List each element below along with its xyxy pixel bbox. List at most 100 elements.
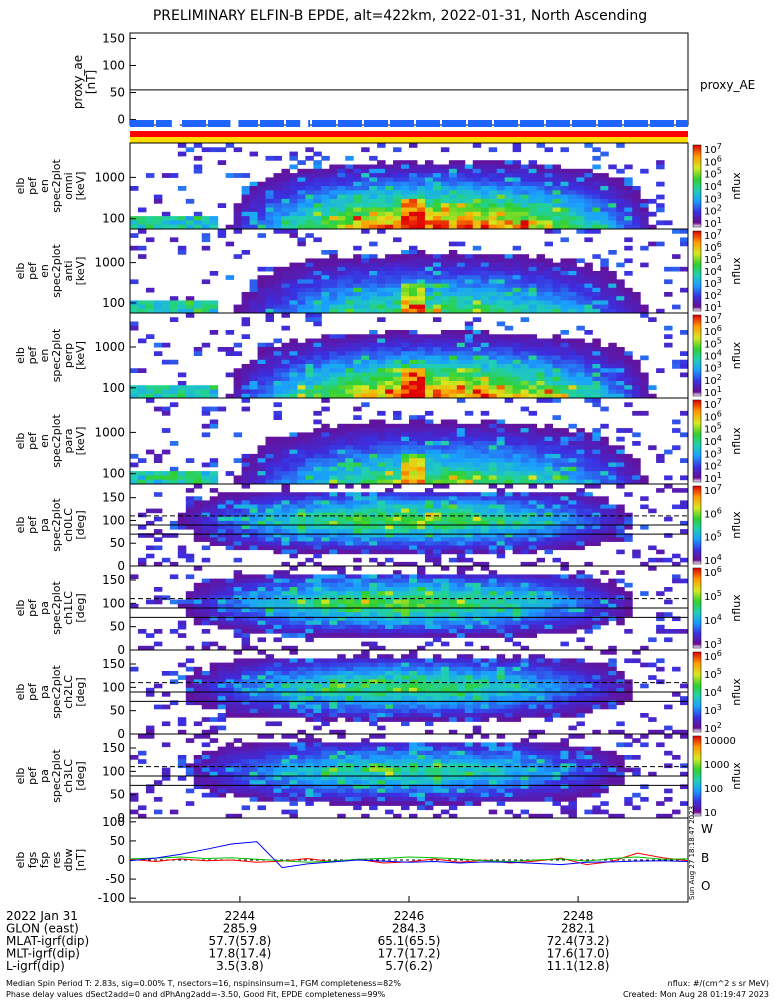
spectrogram-cell	[440, 266, 450, 272]
spectrogram-cell	[337, 216, 346, 221]
spectrogram-cell	[153, 198, 163, 204]
spectrogram-cell	[289, 541, 298, 546]
colorbar-tick-label: 102	[704, 459, 722, 473]
spectrogram-cell	[592, 355, 601, 361]
spectrogram-cell	[544, 342, 553, 348]
spectrogram-cell	[249, 458, 259, 463]
spectrogram-cell	[361, 385, 370, 390]
spectrogram-cell	[369, 545, 378, 551]
spectrogram-cell	[480, 428, 490, 433]
spectrogram-cell	[233, 612, 243, 617]
spectrogram-cell	[273, 279, 282, 285]
spectrogram-cell	[321, 173, 330, 178]
spectrogram-cell	[488, 537, 498, 542]
spectrogram-cell	[464, 368, 474, 373]
spectrogram-cell	[448, 211, 458, 217]
spectrogram-cell	[313, 608, 322, 613]
spectrogram-cell	[544, 381, 553, 386]
spectrogram-cell	[504, 266, 514, 272]
spectrogram-cell	[448, 330, 458, 335]
spectrogram-cell	[472, 462, 482, 468]
spectrogram-cell	[600, 385, 609, 390]
spectrogram-cell	[560, 266, 569, 272]
spectrogram-cell	[361, 258, 370, 264]
spectrogram-cell	[313, 504, 322, 510]
colorbar-tick-base: 10	[704, 170, 717, 181]
spectrogram-cell	[600, 173, 609, 178]
spectrogram-cell	[273, 520, 282, 526]
spectrogram-cell	[552, 262, 561, 268]
spectrogram-cell	[456, 364, 466, 369]
spectrogram-cell	[321, 603, 330, 609]
spectrogram-cell	[337, 177, 346, 183]
spectrogram-cell	[401, 355, 410, 361]
spectrogram-cell	[401, 334, 410, 339]
spectrogram-cell	[440, 164, 450, 170]
spectrogram-cell	[496, 479, 506, 485]
spectrogram-cell	[424, 308, 434, 314]
spectrogram-cell	[616, 279, 625, 285]
spectrogram-cell	[480, 372, 490, 378]
spectrogram-cell	[440, 453, 450, 459]
spectrogram-cell	[409, 342, 418, 348]
spectrogram-cell	[576, 381, 585, 386]
spectrogram-cell	[385, 475, 394, 481]
spectrogram-cell	[648, 241, 657, 247]
spectrogram-cell	[145, 237, 155, 243]
spectrogram-cell	[512, 258, 522, 264]
spectrogram-cell	[233, 393, 243, 399]
spectrogram-cell	[472, 561, 482, 567]
spectrogram-cell	[560, 595, 569, 601]
spectrogram-cell	[528, 275, 538, 280]
spectrogram-cell	[177, 381, 187, 386]
spectrogram-cell	[608, 181, 617, 187]
spectrogram-cell	[249, 629, 259, 634]
spectrogram-cell	[337, 368, 346, 373]
spectrogram-cell	[185, 308, 195, 314]
spectrogram-cell	[624, 271, 633, 276]
spectrogram-cell	[377, 173, 386, 178]
spectrogram-cell	[161, 300, 171, 306]
spectrogram-cell	[353, 164, 362, 170]
spectrogram-cell	[416, 445, 426, 451]
spectrogram-cell	[416, 466, 426, 472]
spectrogram-cell	[576, 393, 585, 399]
spectrogram-cell	[329, 591, 338, 596]
spectrogram-cell	[496, 574, 506, 580]
spectrogram-cell	[456, 533, 466, 538]
spectrogram-cell	[153, 561, 163, 567]
spectrogram-cell	[424, 419, 434, 425]
spectrogram-cell	[456, 553, 466, 559]
spectrogram-cell	[337, 287, 346, 293]
spectrogram-cell	[353, 633, 362, 638]
spectrogram-cell	[456, 308, 466, 314]
spectrogram-cell	[480, 283, 490, 289]
spectrogram-cell	[520, 520, 530, 526]
spectrogram-cell	[281, 216, 290, 221]
spectrogram-cell	[265, 203, 274, 208]
colorbar-tick-base: 10	[704, 425, 717, 436]
spectrogram-cell	[137, 557, 147, 563]
spectrogram-cell	[600, 296, 609, 301]
spectrogram-cell	[337, 308, 346, 314]
spectrogram-cell	[305, 258, 314, 264]
spectrogram-cell	[409, 496, 418, 501]
spectrogram-cell	[520, 355, 530, 361]
spectrogram-cell	[401, 194, 410, 200]
spectrogram-cell	[480, 533, 490, 538]
spectrogram-cell	[472, 258, 482, 264]
spectrogram-cell	[337, 624, 346, 630]
spectrogram-cell	[401, 364, 410, 369]
spectrogram-cell	[488, 616, 498, 622]
spectrogram-cell	[209, 458, 219, 463]
spectrogram-cell	[313, 381, 322, 386]
colorbar-tick-base: 10	[704, 303, 717, 314]
spectrogram-cell	[377, 296, 386, 301]
spectrogram-cell	[584, 283, 593, 289]
spectrogram-cell	[289, 359, 298, 365]
spectrogram-cell	[640, 262, 649, 268]
spectrogram-cell	[225, 173, 235, 178]
spectrogram-cell	[672, 488, 681, 493]
spectrogram-cell	[305, 287, 314, 293]
